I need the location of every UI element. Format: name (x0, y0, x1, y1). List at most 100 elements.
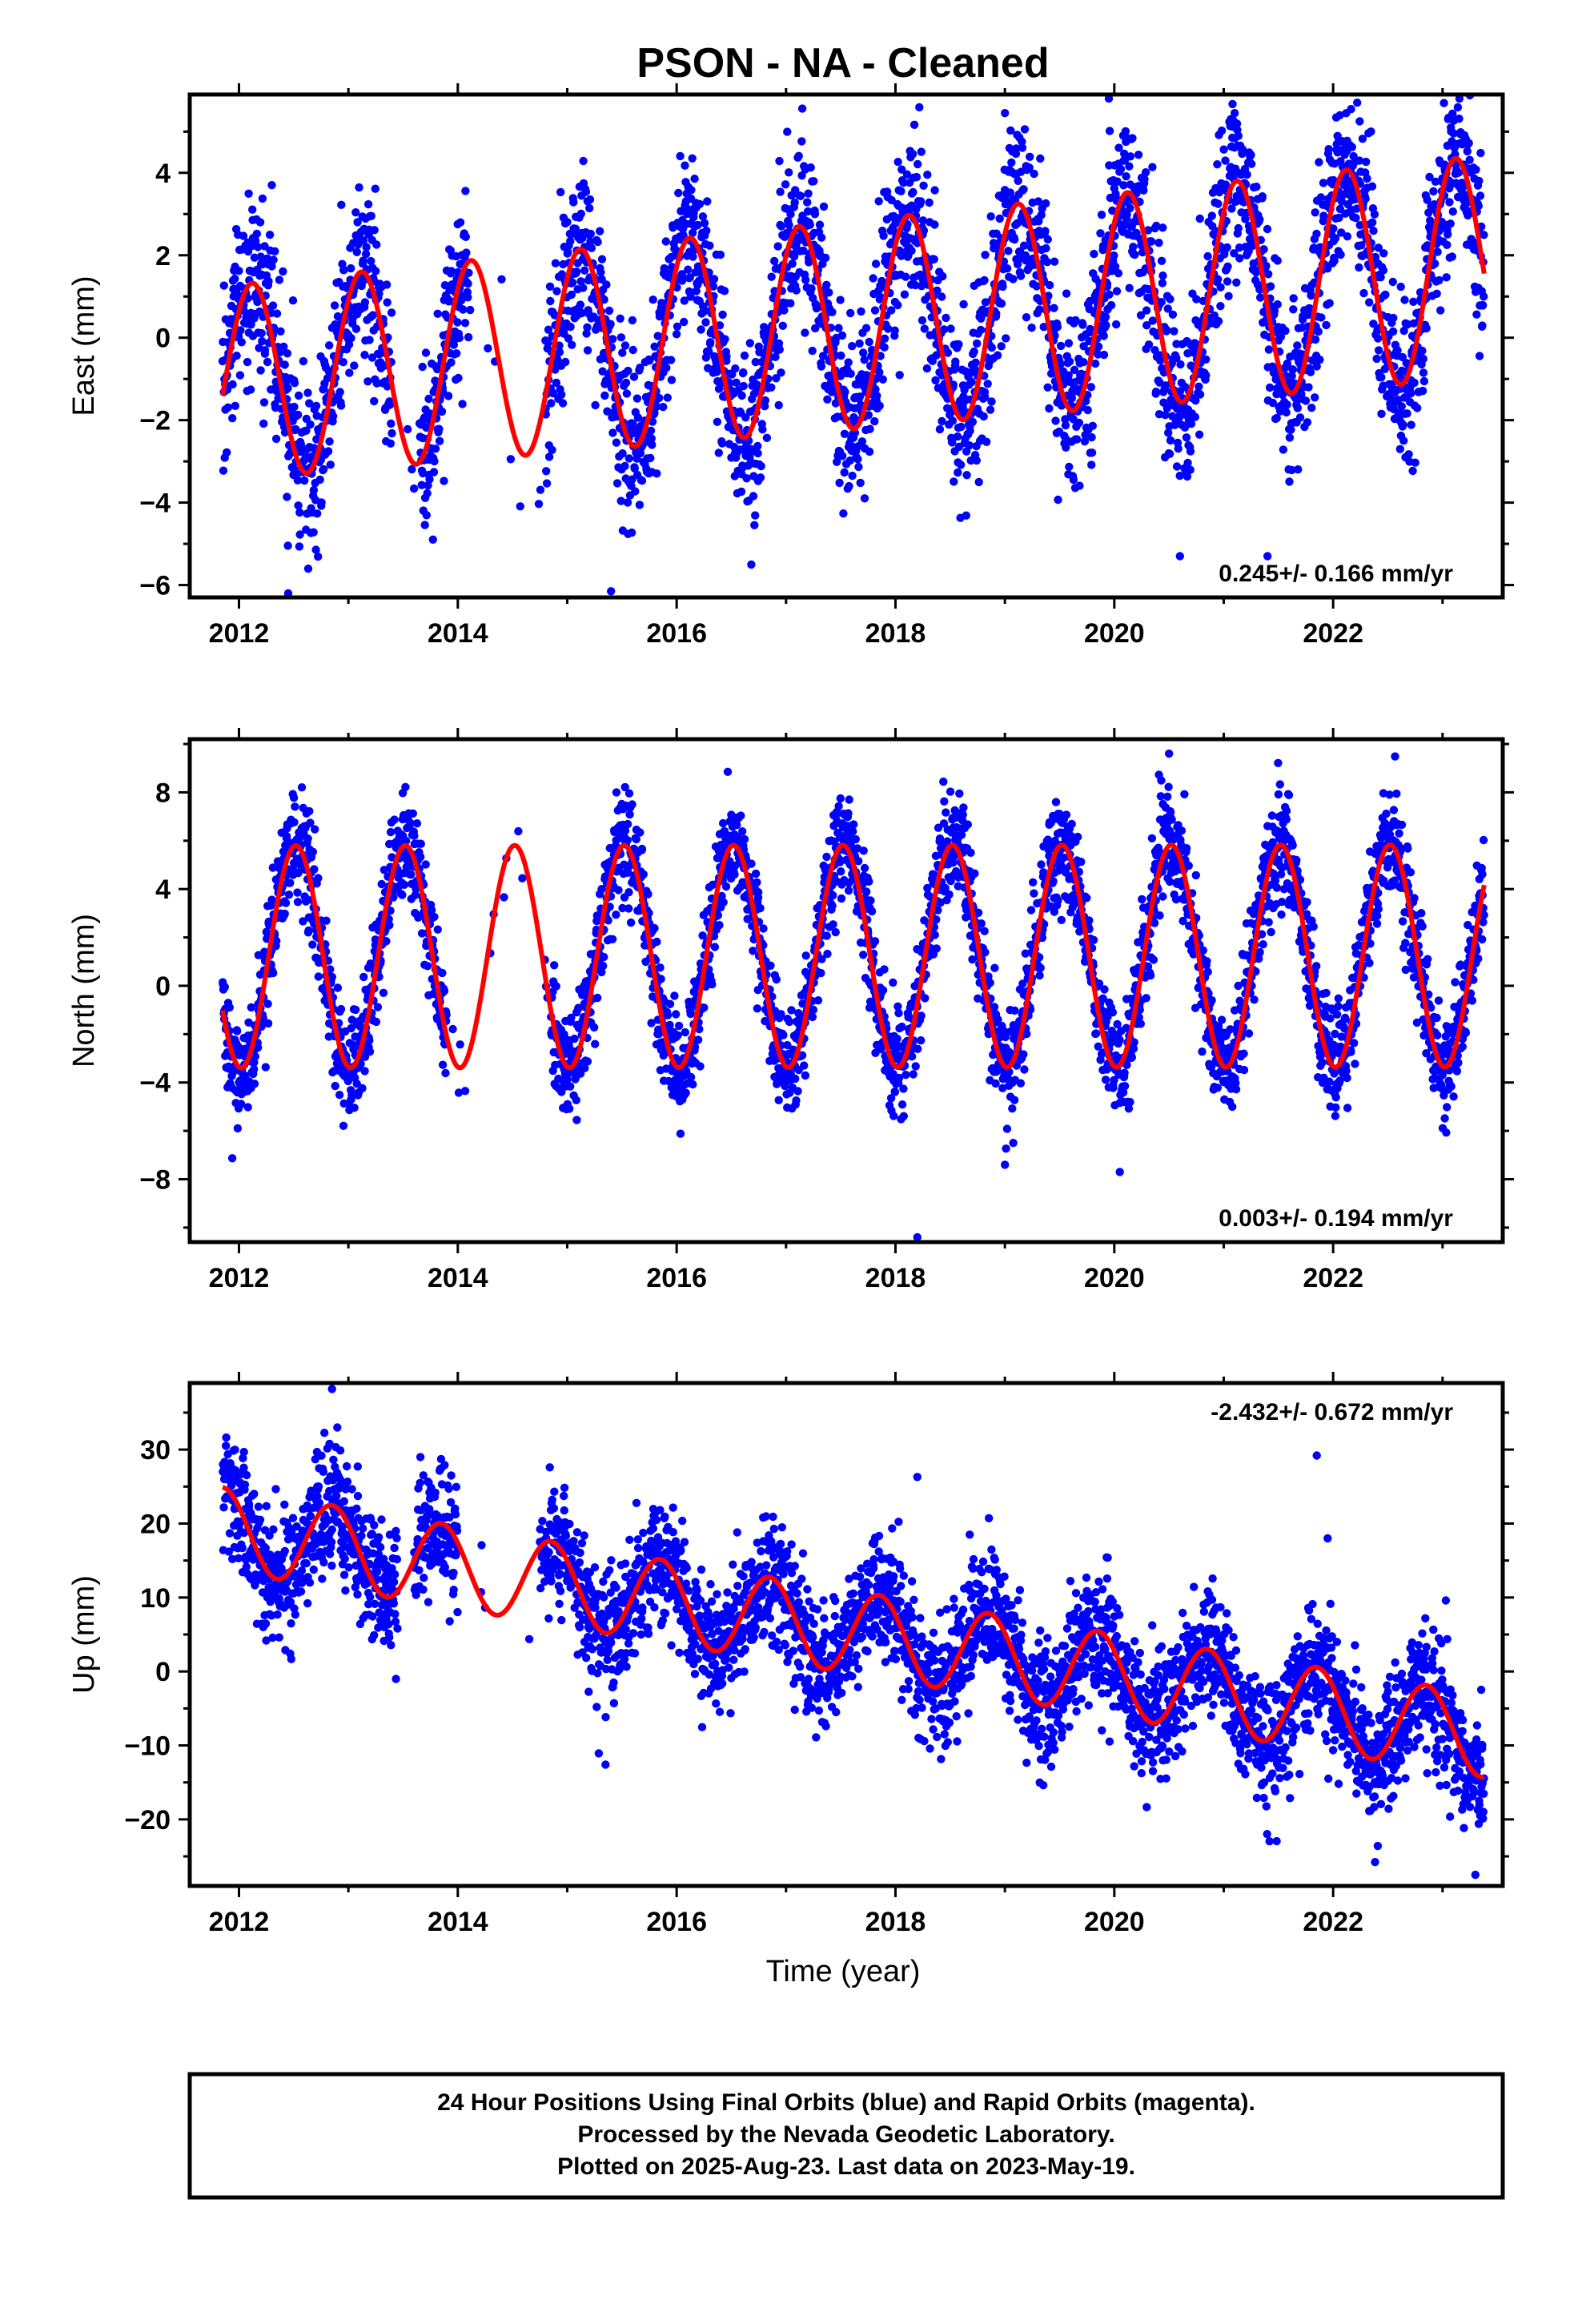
data-point (299, 917, 307, 926)
data-point (717, 891, 726, 901)
data-point (604, 306, 614, 316)
data-point (1464, 139, 1473, 147)
data-point (290, 818, 299, 826)
data-point (308, 940, 317, 949)
data-point (253, 297, 262, 307)
data-point (815, 220, 825, 229)
data-point (1112, 320, 1121, 329)
data-point (1287, 372, 1296, 380)
data-point (917, 316, 927, 325)
data-point (1074, 418, 1084, 428)
data-point (365, 336, 374, 344)
data-point (1287, 425, 1295, 434)
data-point (646, 426, 656, 435)
data-point (1404, 450, 1413, 459)
data-point (1418, 346, 1427, 356)
data-point (305, 399, 314, 408)
data-point (633, 413, 643, 422)
data-point (370, 226, 379, 235)
data-point (1343, 232, 1352, 241)
data-point (954, 340, 963, 349)
data-point (1363, 174, 1371, 183)
data-point (1371, 252, 1380, 262)
data-point (1182, 472, 1192, 481)
data-point (700, 219, 709, 227)
data-point (1266, 282, 1275, 291)
data-point (771, 352, 780, 361)
data-point (566, 1082, 575, 1091)
data-point (343, 1076, 353, 1086)
y-tick-label: −6 (139, 571, 171, 601)
data-point (345, 368, 354, 377)
data-point (542, 467, 551, 476)
data-point (612, 911, 620, 919)
data-point (804, 189, 813, 198)
data-point (767, 383, 776, 392)
data-point (708, 980, 717, 989)
data-point (1037, 211, 1046, 219)
data-point (612, 479, 622, 488)
data-point (219, 466, 228, 475)
data-point (323, 447, 333, 456)
data-point (1478, 301, 1488, 310)
data-point (1163, 402, 1172, 412)
data-point (1455, 94, 1464, 103)
data-point (745, 339, 754, 348)
data-point (620, 826, 630, 835)
data-point (371, 1017, 381, 1027)
data-point (629, 372, 639, 381)
data-point (293, 898, 303, 907)
data-point (1166, 436, 1175, 445)
data-point (686, 1072, 696, 1082)
data-point (1270, 306, 1279, 316)
data-point (263, 357, 272, 367)
data-point (456, 218, 465, 227)
data-point (1051, 416, 1060, 425)
data-point (698, 931, 707, 940)
data-point (1403, 409, 1411, 418)
data-point (243, 1103, 252, 1112)
data-point (912, 172, 921, 182)
data-point (387, 428, 396, 438)
data-point (248, 205, 257, 214)
data-point (1122, 210, 1131, 219)
data-point (1006, 126, 1015, 135)
data-point (946, 324, 955, 333)
data-point (1368, 218, 1377, 227)
data-point (981, 392, 990, 402)
data-point (818, 352, 828, 360)
data-point (1065, 357, 1074, 366)
data-point (1166, 295, 1174, 304)
data-point (370, 396, 379, 406)
data-point (648, 296, 657, 304)
y-tick-label: 4 (155, 159, 171, 189)
data-point (705, 241, 714, 250)
data-point (900, 290, 909, 299)
data-point (259, 419, 268, 428)
data-point (250, 1065, 259, 1074)
data-point (550, 961, 559, 970)
data-point (1216, 302, 1225, 311)
data-point (706, 338, 715, 347)
data-point (1273, 256, 1283, 265)
y-tick-label: −2 (139, 406, 171, 436)
data-point (670, 991, 679, 1000)
data-point (304, 926, 313, 935)
data-point (681, 1088, 690, 1097)
data-point (875, 401, 884, 410)
data-point (1419, 368, 1428, 377)
data-point (261, 1063, 270, 1072)
data-point (624, 888, 633, 897)
data-point (294, 501, 303, 510)
data-point (484, 344, 492, 353)
outlier-point (607, 587, 616, 596)
data-point (970, 347, 978, 356)
data-point (772, 975, 781, 984)
data-point (1361, 195, 1370, 203)
data-point (251, 236, 260, 245)
data-point (466, 305, 475, 315)
data-point (689, 228, 697, 237)
data-point (574, 1003, 583, 1012)
data-point (410, 831, 419, 840)
data-point (1130, 250, 1139, 259)
